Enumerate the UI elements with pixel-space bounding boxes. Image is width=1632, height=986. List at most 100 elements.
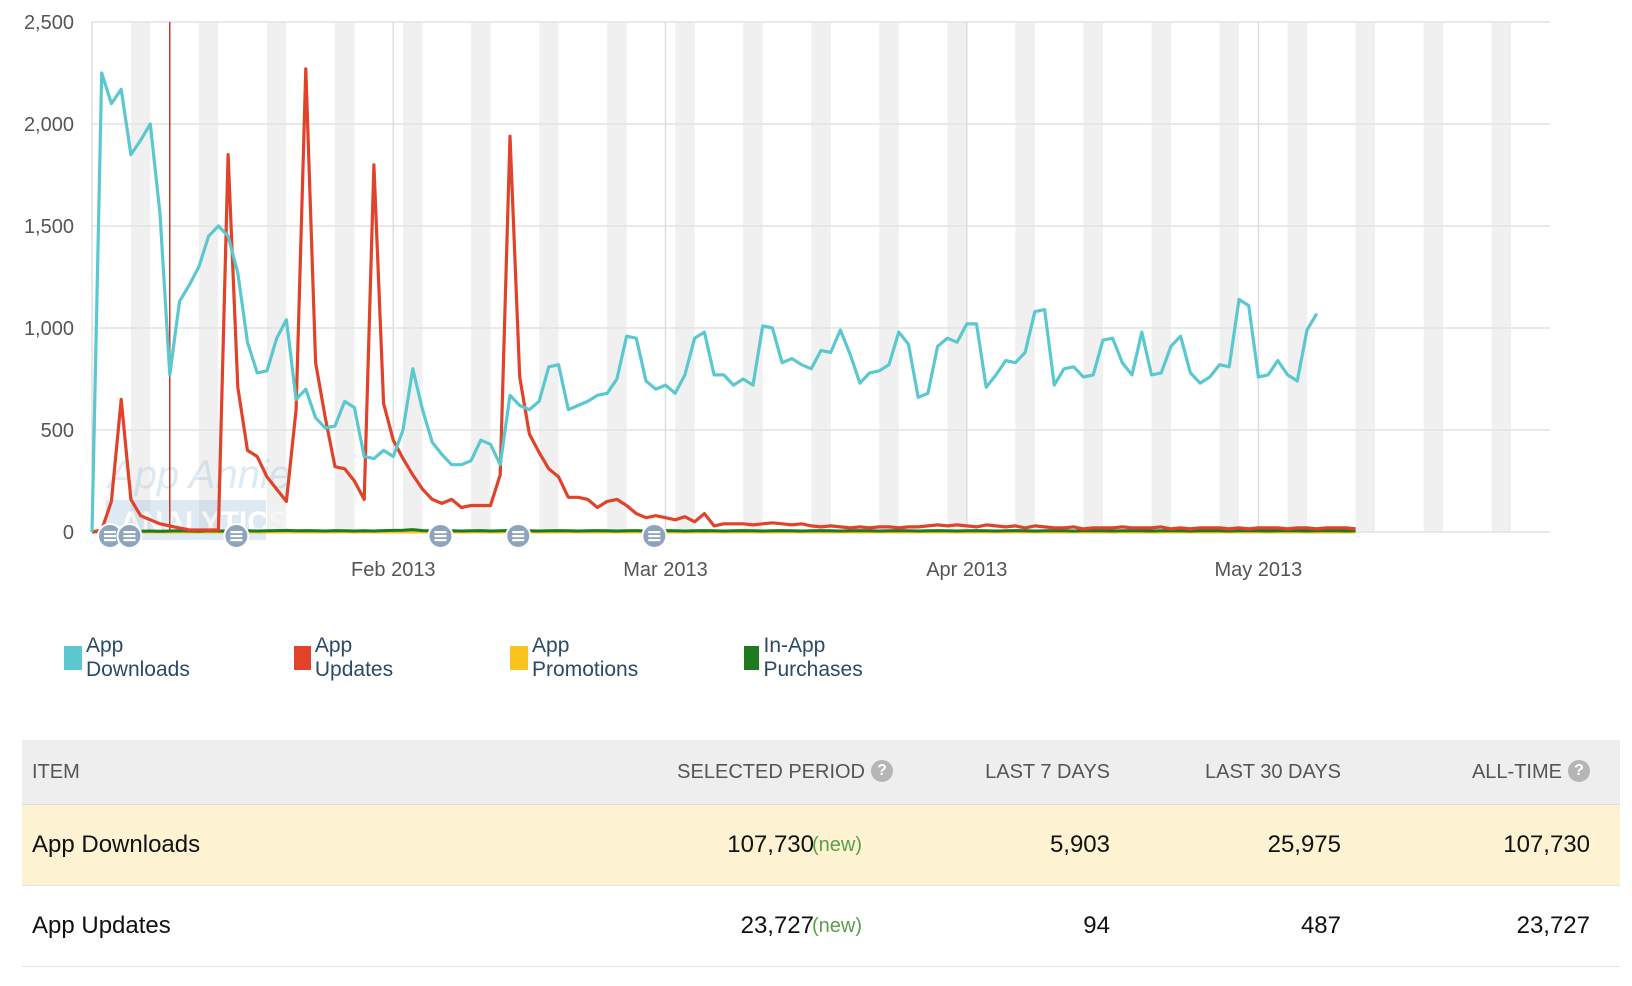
chart: App Annie ANALYTICS 0 500 1,000 1,500 2,000 2… bbox=[24, 12, 1550, 581]
x-tick-label: Mar 2013 bbox=[623, 559, 708, 581]
y-tick-label: 2,000 bbox=[24, 114, 74, 136]
header-selected-period: SELECTED PERIOD? bbox=[677, 740, 893, 804]
weekend-band bbox=[539, 22, 559, 532]
annotation-line bbox=[648, 531, 661, 534]
y-tick-label: 1,500 bbox=[24, 216, 74, 238]
x-tick-label: Apr 2013 bbox=[926, 559, 1007, 581]
series-line-app-downloads bbox=[90, 71, 1319, 533]
series-line-in-app-purchases bbox=[91, 528, 1356, 534]
annotation-line bbox=[123, 539, 136, 542]
annotation-icon[interactable] bbox=[223, 523, 250, 549]
row-change-badge: (new) bbox=[812, 915, 863, 937]
weekend-band bbox=[1083, 22, 1103, 532]
annotation-markers bbox=[97, 523, 668, 549]
help-icon[interactable]: ? bbox=[871, 759, 893, 782]
legend-item-app-promotions[interactable]: App Promotions bbox=[510, 634, 644, 682]
legend-label: In-App Purchases bbox=[763, 634, 863, 681]
series-lines bbox=[90, 67, 1356, 534]
header-last-30-days: LAST 30 DAYS bbox=[1205, 761, 1341, 783]
legend-swatch bbox=[294, 646, 311, 670]
header-selected-period-label: SELECTED PERIOD bbox=[677, 761, 865, 783]
series-line-app-updates bbox=[91, 67, 1356, 534]
annotation-line bbox=[104, 535, 116, 538]
annotation-line bbox=[230, 539, 243, 542]
y-tick-label: 2,500 bbox=[24, 12, 74, 34]
legend-swatch bbox=[510, 646, 529, 670]
weekend-band bbox=[1355, 22, 1376, 532]
annotation-line bbox=[104, 531, 116, 534]
legend-item-in-app-purchases[interactable]: In-App Purchases bbox=[744, 634, 871, 682]
row-item: App Updates bbox=[32, 912, 171, 939]
weekend-band bbox=[1491, 22, 1512, 532]
header-all-time-label: ALL-TIME bbox=[1471, 761, 1562, 783]
legend-swatch bbox=[744, 646, 760, 670]
x-tick-label: May 2013 bbox=[1214, 559, 1302, 581]
weekend-band bbox=[1015, 22, 1035, 532]
weekend-band bbox=[1423, 22, 1444, 532]
annotation-icon[interactable] bbox=[505, 523, 532, 549]
y-tick-label: 0 bbox=[63, 522, 74, 544]
weekend-band bbox=[607, 22, 627, 532]
weekend-band bbox=[947, 22, 967, 532]
weekend-band bbox=[198, 22, 219, 532]
annotation-line bbox=[123, 531, 136, 534]
weekend-band bbox=[335, 22, 355, 532]
weekend-band bbox=[811, 22, 831, 532]
legend-swatch bbox=[64, 646, 82, 670]
help-icon[interactable]: ? bbox=[1568, 759, 1590, 782]
annotation-line bbox=[648, 535, 661, 538]
annotation-line bbox=[104, 539, 116, 542]
annotation-icon[interactable] bbox=[427, 523, 454, 549]
row-item: App Downloads bbox=[32, 831, 201, 858]
weekend-band bbox=[675, 22, 695, 532]
table-row[interactable]: App Downloads 107,730 (new) 5,903 25,975… bbox=[22, 805, 1620, 886]
weekend-band bbox=[1219, 22, 1239, 532]
header-all-time: ALL-TIME? bbox=[1472, 740, 1590, 804]
row-change-badge: (new) bbox=[812, 834, 863, 856]
weekend-bands bbox=[130, 22, 1512, 532]
row-last-30-days: 25,975 bbox=[1267, 831, 1341, 858]
row-last-30-days: 487 bbox=[1300, 912, 1341, 939]
annotation-line bbox=[434, 539, 447, 542]
y-axis: 0 500 1,000 1,500 2,000 2,500 bbox=[24, 12, 74, 544]
legend-label: App Downloads bbox=[85, 634, 190, 681]
header-last-7-days: LAST 7 DAYS bbox=[985, 761, 1110, 783]
header-item: ITEM bbox=[32, 761, 80, 783]
legend-label: App Promotions bbox=[532, 634, 639, 681]
row-selected-period: 23,727 bbox=[740, 912, 814, 939]
weekend-band bbox=[1151, 22, 1171, 532]
table-row[interactable]: App Updates 23,727 (new) 94 487 23,727 bbox=[22, 886, 1620, 967]
annotation-icon[interactable] bbox=[641, 523, 668, 549]
row-all-time: 107,730 bbox=[1503, 831, 1590, 858]
stats-table: ITEM SELECTED PERIOD? LAST 7 DAYS LAST 3… bbox=[22, 740, 1620, 967]
annotation-line bbox=[434, 531, 447, 534]
annotation-line bbox=[512, 535, 525, 538]
annotation-line bbox=[434, 535, 447, 538]
row-selected-period: 107,730 bbox=[727, 831, 814, 858]
annotation-line bbox=[512, 531, 525, 534]
weekend-band bbox=[266, 22, 287, 532]
x-axis: Feb 2013 Mar 2013 Apr 2013 May 2013 bbox=[351, 559, 1302, 581]
row-last-7-days: 5,903 bbox=[1049, 831, 1110, 858]
watermark-line2: ANALYTICS bbox=[120, 506, 289, 539]
row-last-7-days: 94 bbox=[1083, 912, 1110, 939]
annotation-line bbox=[123, 535, 136, 538]
y-tick-label: 1,000 bbox=[24, 318, 74, 340]
weekend-band bbox=[403, 22, 423, 532]
watermark-line1: App Annie bbox=[106, 453, 291, 497]
legend-label: App Updates bbox=[314, 634, 394, 681]
weekend-band bbox=[879, 22, 899, 532]
legend-item-app-updates[interactable]: App Updates bbox=[294, 634, 400, 682]
table-header: ITEM SELECTED PERIOD? LAST 7 DAYS LAST 3… bbox=[22, 740, 1620, 805]
y-tick-label: 500 bbox=[41, 420, 74, 442]
weekend-band bbox=[743, 22, 763, 532]
annotation-icon[interactable] bbox=[116, 523, 143, 549]
row-all-time: 23,727 bbox=[1516, 912, 1590, 939]
weekend-band bbox=[1287, 22, 1307, 532]
weekend-band bbox=[471, 22, 491, 532]
annotation-line bbox=[230, 535, 243, 538]
annotation-line bbox=[512, 539, 525, 542]
annotation-line bbox=[648, 539, 661, 542]
legend-item-app-downloads[interactable]: App Downloads bbox=[64, 634, 196, 682]
annotation-line bbox=[230, 531, 243, 534]
